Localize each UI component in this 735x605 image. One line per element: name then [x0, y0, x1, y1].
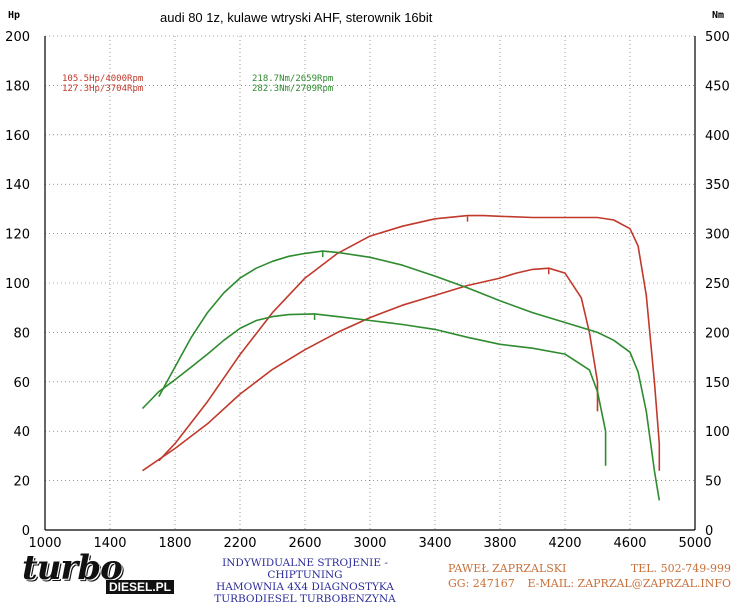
series-line-4 — [158, 250, 661, 501]
x-tick-label: 2200 — [223, 536, 256, 551]
peak-annotation: 218.7Nm/2659Rpm — [252, 74, 333, 84]
contact-email: E-MAIL: ZAPRZAL@ZAPRZAL.INFO — [527, 577, 731, 590]
service-line: INDYWIDUALNE STROJENIE - CHIPTUNING — [222, 557, 388, 581]
x-tick-label: 4200 — [548, 536, 581, 551]
logo-text-top: turbo — [22, 548, 123, 588]
x-tick-label: 1800 — [158, 536, 191, 551]
y-right-tick-label: 100 — [705, 425, 730, 440]
y-right-tick-label: 450 — [705, 79, 730, 94]
x-tick-label: 3800 — [483, 536, 516, 551]
y-left-tick-label: 100 — [5, 277, 30, 292]
y-left-tick-label: 0 — [22, 524, 30, 539]
y-right-tick-label: 150 — [705, 376, 730, 391]
series-line-1 — [142, 267, 599, 472]
series-line-2 — [158, 214, 661, 471]
y-left-tick-label: 200 — [5, 30, 30, 45]
logo-text-bottom: DIESEL.PL — [106, 580, 175, 594]
contact-name: PAWEŁ ZAPRZALSKI — [448, 562, 567, 575]
y-right-tick-label: 0 — [705, 524, 713, 539]
x-tick-label: 3400 — [418, 536, 451, 551]
y-right-tick-label: 500 — [705, 30, 730, 45]
y-right-tick-label: 300 — [705, 228, 730, 243]
contact-block: PAWEŁ ZAPRZALSKI TEL. 502-749-999 GG: 24… — [448, 562, 733, 592]
grid — [45, 35, 695, 530]
y-right-tick-label: 250 — [705, 277, 730, 292]
y-left-tick-label: 80 — [13, 326, 30, 341]
x-tick-label: 1400 — [93, 536, 126, 551]
y-left-tick-label: 140 — [5, 178, 30, 193]
y-right-tick-label: 50 — [705, 475, 722, 490]
x-tick-label: 5000 — [678, 536, 711, 551]
y-left-tick-label: 120 — [5, 228, 30, 243]
turbodiesel-logo: turbo DIESEL.PL — [18, 548, 178, 596]
series-line-3 — [141, 313, 607, 466]
y-right-unit-label: Nm — [712, 10, 724, 21]
y-right-tick-label: 350 — [705, 178, 730, 193]
contact-phone: TEL. 502-749-999 — [630, 562, 731, 575]
y-left-tick-label: 20 — [13, 475, 30, 490]
x-tick-label: 3000 — [353, 536, 386, 551]
x-tick-label: 2600 — [288, 536, 321, 551]
peak-annotation: 127.3Hp/3704Rpm — [62, 84, 143, 94]
tick-labels: 1000 1400 1800 2200 2600 3000 3400 3800 4200 4600… — [5, 30, 730, 551]
y-left-tick-label: 160 — [5, 129, 30, 144]
series-group — [141, 214, 661, 501]
peak-annotation: 282.3Nm/2709Rpm — [252, 84, 333, 94]
services-block: INDYWIDUALNE STROJENIE - CHIPTUNING HAMO… — [190, 557, 420, 605]
contact-gg: GG: 247167 — [448, 577, 515, 590]
x-tick-label: 4600 — [613, 536, 646, 551]
chart-title: audi 80 1z, kulawe wtryski AHF, sterowni… — [160, 10, 433, 25]
dyno-chart: audi 80 1z, kulawe wtryski AHF, sterowni… — [5, 10, 730, 551]
y-left-unit-label: Hp — [8, 10, 20, 21]
axes — [44, 36, 696, 531]
y-left-tick-label: 180 — [5, 79, 30, 94]
y-right-tick-label: 400 — [705, 129, 730, 144]
service-line: TURBODIESEL TURBOBENZYNA — [214, 593, 396, 605]
x-tick-label: 1000 — [28, 536, 61, 551]
y-left-tick-label: 60 — [13, 376, 30, 391]
y-right-tick-label: 200 — [705, 326, 730, 341]
y-left-tick-label: 40 — [13, 425, 30, 440]
peak-annotation: 105.5Hp/4000Rpm — [62, 74, 143, 84]
service-line: HAMOWNIA 4X4 DIAGNOSTYKA — [216, 581, 394, 593]
